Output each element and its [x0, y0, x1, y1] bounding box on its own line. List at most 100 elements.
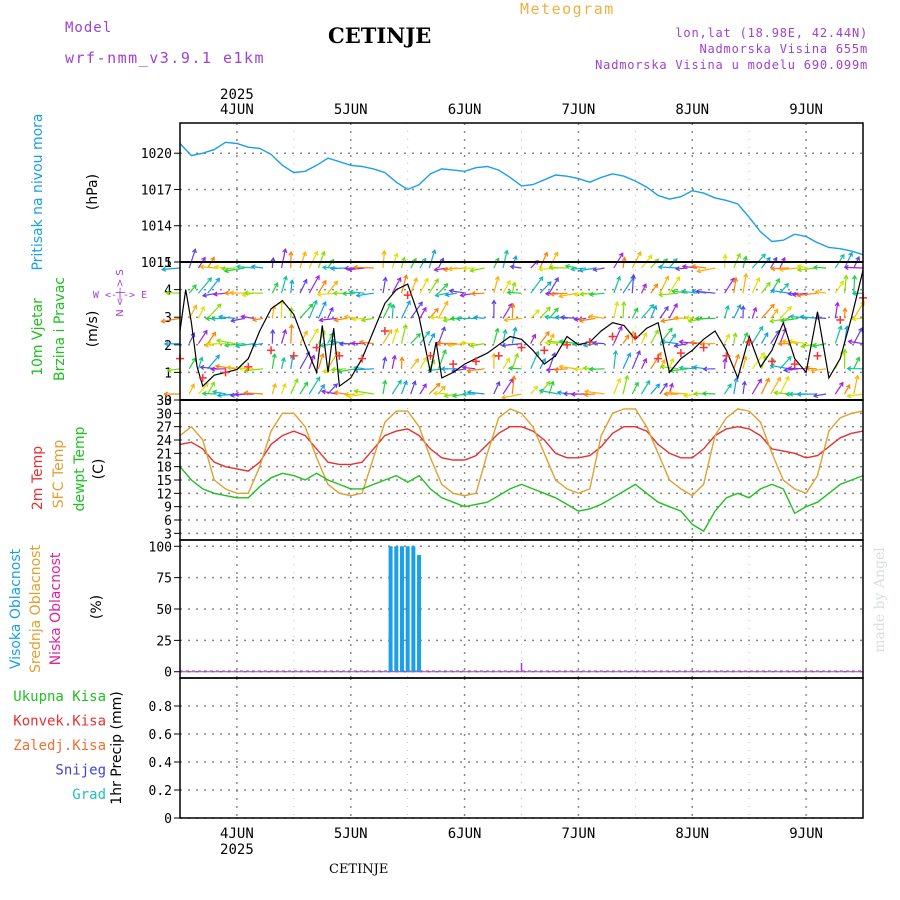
wind-vector-head	[538, 388, 544, 394]
day-label-top: 9JUN	[789, 102, 823, 118]
wind-vector-head	[382, 379, 388, 385]
wind-vector	[641, 304, 654, 319]
wind-vector-head	[549, 291, 555, 297]
wind-vector	[751, 307, 757, 319]
panel-precip: 0 0.2 0.4 0.6 0.8	[149, 678, 864, 827]
wind-axis-title: 10m Vjetar	[30, 298, 46, 376]
wind-vector-head	[273, 282, 279, 288]
wind-vector-head	[215, 338, 221, 344]
wind-vector	[631, 308, 639, 319]
wind-vector-head	[387, 328, 393, 334]
wind-vector-head	[271, 352, 277, 359]
wind-vector-head	[461, 265, 467, 271]
day-label-top: 6JUN	[448, 102, 482, 118]
panel-frame-precip	[179, 677, 864, 819]
wind-vector-head	[680, 288, 686, 295]
wind-vector-head	[449, 316, 455, 322]
wind-vector	[585, 390, 605, 395]
wind-vector-head	[796, 267, 802, 273]
wind-vector	[659, 292, 679, 296]
wind-vector-head	[791, 291, 797, 298]
wind-vector	[391, 304, 394, 319]
wind-vector-head	[207, 277, 213, 283]
wind-vector-head	[381, 249, 387, 255]
wind-vector-head	[732, 332, 738, 338]
wind-vector	[308, 376, 321, 395]
y-tick-label: 75	[156, 572, 172, 587]
wind-vector-head	[250, 264, 256, 270]
wind-vector	[797, 292, 817, 297]
wind-vector	[668, 258, 678, 269]
wind-vector-head	[840, 253, 845, 259]
wind-vector-head	[842, 348, 848, 354]
wind-vector-head	[846, 393, 852, 399]
wind-vector	[502, 343, 522, 347]
wind-vector-head	[443, 393, 449, 399]
wind-vector-head	[781, 256, 786, 262]
wind-vector	[539, 306, 551, 319]
wind-vector	[231, 317, 245, 322]
wind-vector	[751, 378, 762, 395]
wind-vector-head	[663, 382, 668, 388]
day-label-top: 4JUN	[220, 102, 254, 118]
cloud-bar	[520, 662, 523, 672]
wind-vector	[349, 291, 365, 294]
wind-vector-head	[578, 267, 584, 273]
wind-vector-head	[319, 352, 325, 358]
wind-vector	[548, 352, 556, 370]
wind-vector	[280, 276, 287, 294]
wind-vector-head	[198, 356, 204, 362]
day-label-top: 8JUN	[675, 102, 709, 118]
wind-vector-head	[201, 292, 207, 298]
wind-vector	[470, 267, 485, 272]
wind-vector	[331, 368, 347, 371]
wind-vector	[661, 341, 679, 345]
wind-vector-head	[393, 252, 399, 258]
wind-vector-field	[160, 247, 865, 400]
wind-vector-head	[514, 352, 520, 358]
day-label-bottom: 5JUN	[334, 826, 368, 842]
wind-vector	[733, 304, 741, 319]
wind-vector-head	[418, 301, 423, 307]
gust-mark	[289, 351, 298, 360]
wind-vector-head	[845, 383, 851, 390]
wind-vector-head	[391, 354, 397, 360]
wind-vector-head	[799, 314, 805, 320]
wind-vector	[733, 354, 740, 369]
wind-vector-head	[310, 354, 316, 360]
wind-vector-head	[570, 266, 576, 272]
wind-vector	[622, 302, 625, 319]
wind-vector	[511, 303, 514, 319]
wind-vector-head	[288, 250, 294, 256]
wind-vector-head	[842, 307, 848, 313]
wind-vector-head	[470, 291, 476, 297]
wind-vector	[330, 340, 347, 345]
wind-vector	[659, 306, 669, 319]
wind-vector	[419, 357, 428, 370]
wind-vector	[207, 303, 222, 319]
panel-frame-temperature	[179, 399, 864, 541]
y-tick-label: 0	[164, 394, 172, 409]
wind-vector-head	[393, 327, 399, 333]
wind-vector-head	[673, 343, 679, 349]
precip-axis-title: 1hr Precip (mm)	[109, 691, 125, 804]
wind-vector-head	[642, 357, 648, 363]
cloud-bar	[411, 546, 416, 672]
wind-vector	[733, 253, 741, 269]
day-label-bottom: 7JUN	[562, 826, 596, 842]
wind-vector	[509, 367, 522, 370]
wind-vector-head	[163, 341, 169, 347]
wind-vector	[844, 266, 864, 269]
wind-vector-head	[736, 252, 742, 258]
wind-vector-head	[787, 306, 792, 311]
wind-vector-head	[621, 300, 627, 306]
wind-vector-head	[213, 264, 219, 270]
wind-vector	[354, 266, 374, 269]
wind-vector-head	[776, 376, 781, 382]
wind-vector-head	[660, 318, 666, 324]
wind-vector	[198, 382, 209, 395]
wind-vector-head	[544, 291, 550, 297]
wind-vector	[691, 265, 707, 269]
wind-vector-head	[809, 367, 816, 374]
wind-vector	[400, 324, 407, 344]
